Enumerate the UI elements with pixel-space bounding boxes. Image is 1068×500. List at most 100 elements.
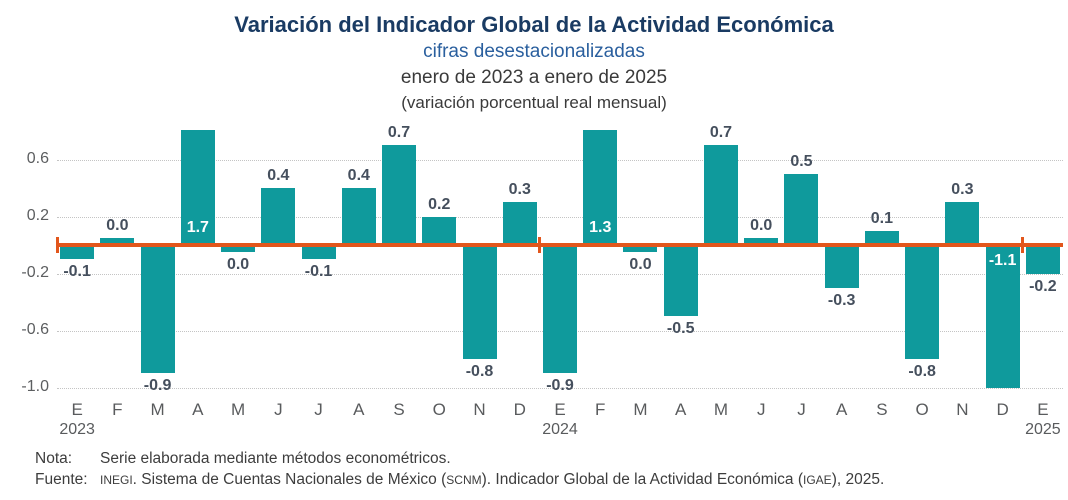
bar (100, 238, 135, 245)
bar (1025, 245, 1060, 274)
x-month-label: A (353, 400, 365, 419)
bar-value-label: 0.1 (870, 209, 894, 227)
x-month-label: J (274, 400, 283, 419)
x-month-label: N (473, 400, 486, 419)
bar-value-label: -0.1 (304, 263, 333, 281)
note-text: Serie elaborada mediante métodos economé… (100, 450, 451, 467)
bar (784, 173, 819, 245)
chart-footer: Nota: Serie elaborada mediante métodos e… (35, 448, 1055, 491)
y-tick-label: 0.6 (26, 149, 49, 167)
bar (703, 145, 738, 245)
y-tick-label: -0.2 (21, 263, 49, 281)
source-text-part: . Sistema de Cuentas Nacionales de Méxic… (132, 471, 447, 488)
gridline (57, 216, 1063, 218)
bar-value-label: 0.0 (750, 217, 773, 234)
zero-line (57, 243, 1063, 247)
source-text-part: ). Indicador Global de la Actividad Econ… (481, 471, 803, 488)
bar-value-label: -0.3 (827, 291, 856, 309)
x-month-label: E (71, 400, 83, 419)
bar-value-label: 1.3 (589, 219, 612, 236)
chart-header: Variación del Indicador Global de la Act… (0, 0, 1068, 113)
bar (180, 130, 215, 245)
y-tick-label: -1.0 (21, 377, 49, 395)
source-acronym: INEGI (100, 473, 133, 487)
bar (221, 245, 256, 252)
plot-area: 0.6 0.2 -0.2 -0.6 -1.0 -0.1 0.0 -0.9 1.7 0.0 0.4 -0… (21, 124, 1063, 395)
y-tick-label: -0.6 (21, 320, 49, 338)
bar (824, 245, 859, 288)
chart-subtitle-units: (variación porcentual real mensual) (401, 93, 667, 112)
x-year-label: 2024 (542, 421, 578, 438)
x-month-label: M (230, 400, 246, 419)
x-month-label: E (554, 400, 566, 419)
source-acronym: SCNM (446, 473, 482, 487)
source-text-part: ), 2025. (831, 471, 885, 488)
bar (301, 245, 336, 260)
x-month-label: F (595, 400, 606, 419)
x-month-label: J (756, 400, 766, 419)
bar-value-label: 0.5 (790, 152, 813, 170)
note-label: Nota: (35, 450, 73, 467)
bar-value-label: 1.7 (186, 219, 209, 236)
bar-value-label: 0.0 (629, 256, 652, 273)
x-month-label: N (956, 400, 969, 419)
bar (583, 130, 618, 245)
bar-value-label: -0.9 (143, 377, 172, 395)
bar-value-label: 0.3 (951, 181, 974, 199)
bar-value-label: -0.2 (1029, 277, 1057, 295)
chart-subtitle-series: cifras desestacionalizadas (423, 41, 645, 62)
chart-subtitle-period: enero de 2023 a enero de 2025 (400, 67, 668, 88)
source-text: INEGI. Sistema de Cuentas Nacionales de … (100, 469, 1055, 491)
gridline (57, 159, 1063, 161)
bar (341, 188, 376, 245)
bar (543, 245, 577, 374)
x-year-label: 2025 (1025, 421, 1061, 438)
source-row: Fuente: INEGI. Sistema de Cuentas Nacion… (35, 469, 1055, 491)
year-separator-tick (538, 237, 542, 253)
bar (382, 145, 417, 245)
x-month-label: F (112, 400, 123, 419)
bar-value-label: -0.8 (465, 363, 494, 380)
bar-value-label: -0.9 (546, 377, 574, 395)
bar (502, 202, 537, 245)
bar-value-label: 0.2 (428, 195, 451, 213)
x-month-label: J (797, 400, 806, 419)
bar (422, 216, 457, 245)
x-month-label: A (836, 400, 848, 419)
x-month-label: M (713, 400, 729, 419)
x-month-label: J (314, 400, 323, 419)
gridline (57, 387, 1063, 389)
source-label: Fuente: (35, 471, 88, 488)
bar (261, 188, 296, 245)
bar (623, 245, 658, 252)
x-month-label: S (393, 400, 405, 419)
x-month-label: A (192, 400, 204, 419)
bar (462, 245, 497, 359)
bar-value-label: 0.3 (508, 181, 531, 199)
x-month-label: S (876, 400, 888, 419)
year-separator-tick (1021, 237, 1025, 253)
bar (140, 245, 175, 374)
x-month-label: M (150, 400, 165, 419)
bar (985, 245, 1020, 388)
bar-value-label: 0.7 (709, 124, 733, 142)
bar (60, 245, 95, 260)
bar-value-label: -0.5 (666, 320, 695, 338)
x-month-label: M (633, 400, 648, 419)
bar (663, 245, 698, 317)
x-month-label: A (675, 400, 687, 419)
y-tick-label: 0.2 (26, 206, 49, 224)
x-month-label: O (432, 400, 446, 419)
bar-value-label: -1.1 (988, 252, 1017, 269)
bar (864, 230, 899, 245)
bar-value-label: 0.0 (106, 217, 129, 234)
bar (905, 245, 940, 359)
x-month-label: E (1037, 400, 1049, 419)
year-separator-tick (55, 237, 59, 253)
x-month-label: D (996, 400, 1009, 419)
bar-value-label: -0.1 (63, 263, 91, 281)
bar (744, 238, 779, 245)
x-month-label: O (915, 400, 929, 419)
bar (945, 202, 980, 245)
